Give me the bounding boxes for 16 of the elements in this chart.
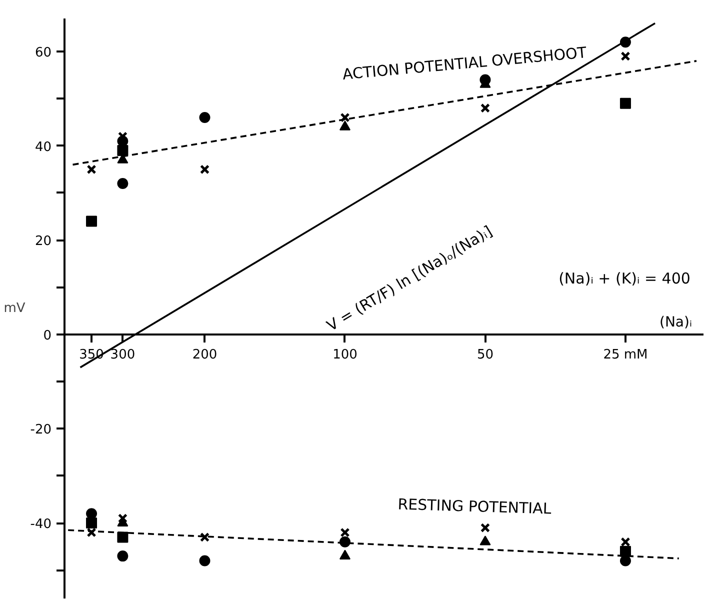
x-tick-label: 100: [332, 347, 358, 362]
y-tick-label: 20: [34, 234, 52, 250]
y-tick-label: 0: [43, 328, 52, 344]
annotation: ACTION POTENTIAL OVERSHOOT: [342, 43, 588, 84]
x-tick-label: 50: [476, 347, 494, 362]
y-axis-title: mV: [4, 301, 26, 316]
x-axis-title: (Na)ᵢ: [660, 314, 692, 330]
x-tick-label: 200: [192, 347, 218, 362]
annotation: RESTING POTENTIAL: [397, 495, 552, 518]
annotation: (Na)ᵢ + (K)ᵢ = 400: [558, 270, 690, 288]
y-tick-label: 60: [34, 46, 52, 61]
x-tick-label: 25 mM: [603, 347, 648, 362]
x-tick-label: 300: [110, 347, 136, 362]
y-tick-label: -40: [30, 517, 52, 532]
y-tick-label: 40: [34, 140, 52, 155]
y-tick-label: -20: [30, 422, 52, 438]
